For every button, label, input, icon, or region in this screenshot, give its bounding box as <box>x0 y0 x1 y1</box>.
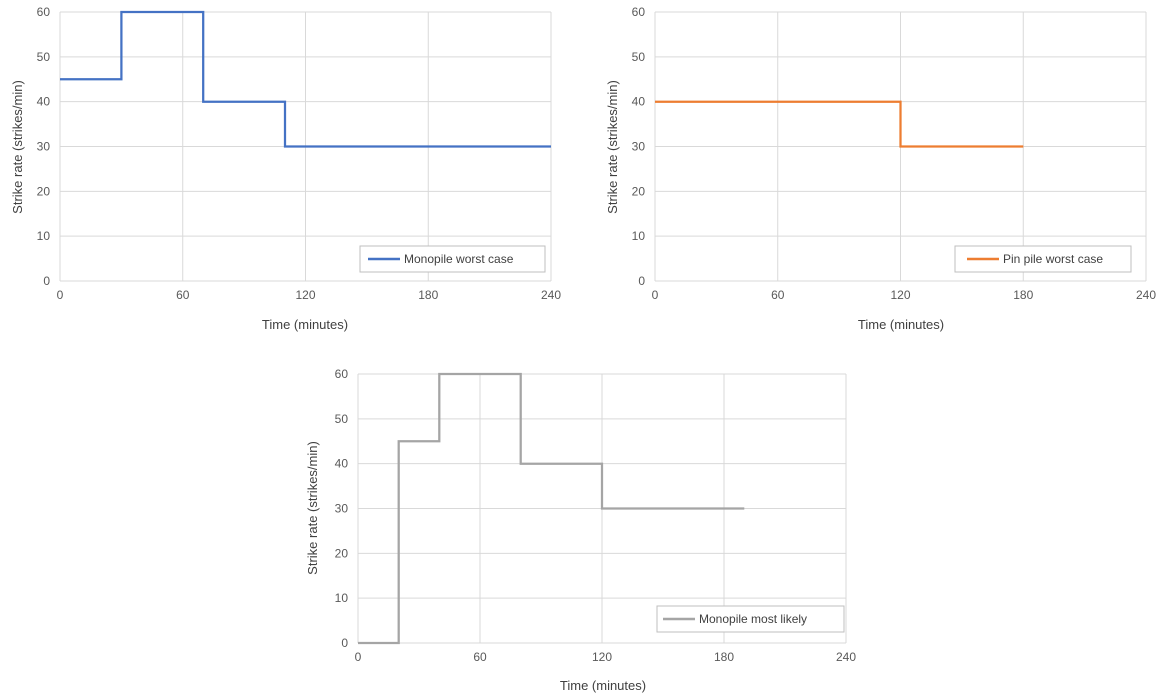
x-tick-label: 120 <box>295 288 315 302</box>
pin-pile-worst-case-chart: 0 10 20 30 40 50 60 0 60 120 180 240 Time (minutes)… <box>595 0 1168 340</box>
x-axis-title: Time (minutes) <box>262 317 348 332</box>
monopile-worst-case-chart: 0 10 20 30 40 50 60 0 60 120 180 240 Time (minutes)… <box>0 0 570 340</box>
chart-svg: 0 10 20 30 40 50 60 0 60 120 180 240 Time (minutes)… <box>10 5 562 332</box>
y-axis-title: Strike rate (strikes/min) <box>10 80 25 214</box>
y-tick-label: 60 <box>632 5 646 19</box>
series-lines <box>655 100 1024 148</box>
x-tick-label: 60 <box>176 288 190 302</box>
series-line <box>655 100 1024 148</box>
legend: Pin pile worst case <box>954 245 1132 273</box>
x-axis-title: Time (minutes) <box>858 317 944 332</box>
y-tick-label: 20 <box>632 184 646 198</box>
x-tick-label: 0 <box>652 288 659 302</box>
x-tick-label: 120 <box>890 288 910 302</box>
y-tick-label: 10 <box>335 591 349 605</box>
legend: Monopile most likely <box>656 605 845 633</box>
tick-labels: 0 10 20 30 40 50 60 0 60 120 180 240 <box>37 5 562 302</box>
tick-labels: 0 10 20 30 40 50 60 0 60 120 180 240 <box>632 5 1157 302</box>
legend: Monopile worst case <box>359 245 546 273</box>
y-axis-title: Strike rate (strikes/min) <box>305 441 320 575</box>
y-tick-label: 20 <box>335 546 349 560</box>
x-tick-label: 60 <box>771 288 785 302</box>
y-tick-label: 10 <box>37 229 51 243</box>
y-tick-label: 0 <box>43 274 50 288</box>
y-tick-label: 40 <box>632 95 646 109</box>
x-tick-label: 180 <box>418 288 438 302</box>
x-tick-label: 120 <box>592 650 612 664</box>
x-tick-label: 0 <box>355 650 362 664</box>
y-tick-label: 20 <box>37 184 51 198</box>
x-tick-label: 240 <box>1136 288 1156 302</box>
y-tick-label: 10 <box>632 229 646 243</box>
y-tick-label: 60 <box>37 5 51 19</box>
x-tick-label: 60 <box>473 650 487 664</box>
legend-label: Pin pile worst case <box>1003 252 1103 266</box>
x-tick-label: 180 <box>1013 288 1033 302</box>
y-tick-label: 0 <box>341 636 348 650</box>
monopile-most-likely-chart: 0 10 20 30 40 50 60 0 60 120 180 240 Time (minutes)… <box>295 360 865 697</box>
x-axis-title: Time (minutes) <box>560 678 646 693</box>
y-tick-label: 30 <box>632 140 646 154</box>
x-tick-label: 240 <box>836 650 856 664</box>
x-tick-label: 180 <box>714 650 734 664</box>
y-tick-label: 50 <box>335 412 349 426</box>
gridlines <box>357 373 847 644</box>
legend-label: Monopile most likely <box>699 612 807 626</box>
y-tick-label: 30 <box>37 140 51 154</box>
y-tick-label: 40 <box>335 457 349 471</box>
y-tick-label: 50 <box>632 50 646 64</box>
y-tick-label: 60 <box>335 367 349 381</box>
x-tick-label: 0 <box>57 288 64 302</box>
y-axis-title: Strike rate (strikes/min) <box>605 80 620 214</box>
legend-label: Monopile worst case <box>404 252 514 266</box>
y-tick-label: 40 <box>37 95 51 109</box>
chart-svg: 0 10 20 30 40 50 60 0 60 120 180 240 Time (minutes)… <box>605 5 1157 332</box>
series-lines <box>358 372 745 645</box>
x-tick-label: 240 <box>541 288 561 302</box>
y-tick-label: 30 <box>335 502 349 516</box>
y-tick-label: 0 <box>638 274 645 288</box>
series-line <box>60 10 551 148</box>
series-line <box>358 372 745 645</box>
y-tick-label: 50 <box>37 50 51 64</box>
chart-svg: 0 10 20 30 40 50 60 0 60 120 180 240 Time (minutes)… <box>305 367 857 693</box>
series-lines <box>60 10 551 148</box>
tick-labels: 0 10 20 30 40 50 60 0 60 120 180 240 <box>335 367 857 664</box>
